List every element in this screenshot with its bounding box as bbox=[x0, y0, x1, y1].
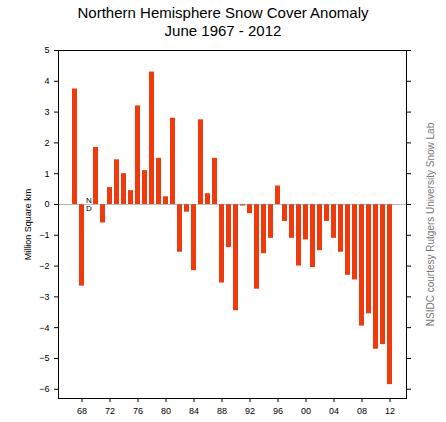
svg-text:76: 76 bbox=[133, 406, 143, 416]
svg-text:1: 1 bbox=[44, 169, 49, 179]
svg-text:−3: −3 bbox=[39, 292, 49, 302]
html-text:June 1967 - 2012: June 1967 - 2012 bbox=[164, 22, 282, 39]
svg-text:NSIDC courtesy Rutgers Univers: NSIDC courtesy Rutgers University Snow L… bbox=[425, 122, 436, 326]
svg-text:3: 3 bbox=[44, 107, 49, 117]
svg-text:00: 00 bbox=[301, 406, 311, 416]
svg-text:88: 88 bbox=[217, 406, 227, 416]
svg-text:04: 04 bbox=[329, 406, 339, 416]
svg-text:96: 96 bbox=[273, 406, 283, 416]
svg-text:−1: −1 bbox=[39, 230, 49, 240]
svg-text:12: 12 bbox=[385, 406, 395, 416]
svg-text:−2: −2 bbox=[39, 261, 49, 271]
svg-text:80: 80 bbox=[161, 406, 171, 416]
svg-text:−5: −5 bbox=[39, 353, 49, 363]
svg-text:−6: −6 bbox=[39, 384, 49, 394]
svg-text:ND: ND bbox=[86, 196, 92, 213]
svg-text:Million Square km: Million Square km bbox=[23, 189, 33, 261]
svg-text:2: 2 bbox=[44, 138, 49, 148]
svg-text:84: 84 bbox=[189, 406, 199, 416]
svg-text:5: 5 bbox=[44, 45, 49, 55]
svg-text:92: 92 bbox=[245, 406, 255, 416]
svg-text:68: 68 bbox=[77, 406, 87, 416]
svg-text:0: 0 bbox=[44, 199, 49, 209]
svg-text:−4: −4 bbox=[39, 323, 49, 333]
svg-text:72: 72 bbox=[105, 406, 115, 416]
svg-text:08: 08 bbox=[357, 406, 367, 416]
html-text:Northern Hemisphere Snow Cover: Northern Hemisphere Snow Cover Anomaly bbox=[77, 4, 369, 21]
svg-text:4: 4 bbox=[44, 76, 49, 86]
